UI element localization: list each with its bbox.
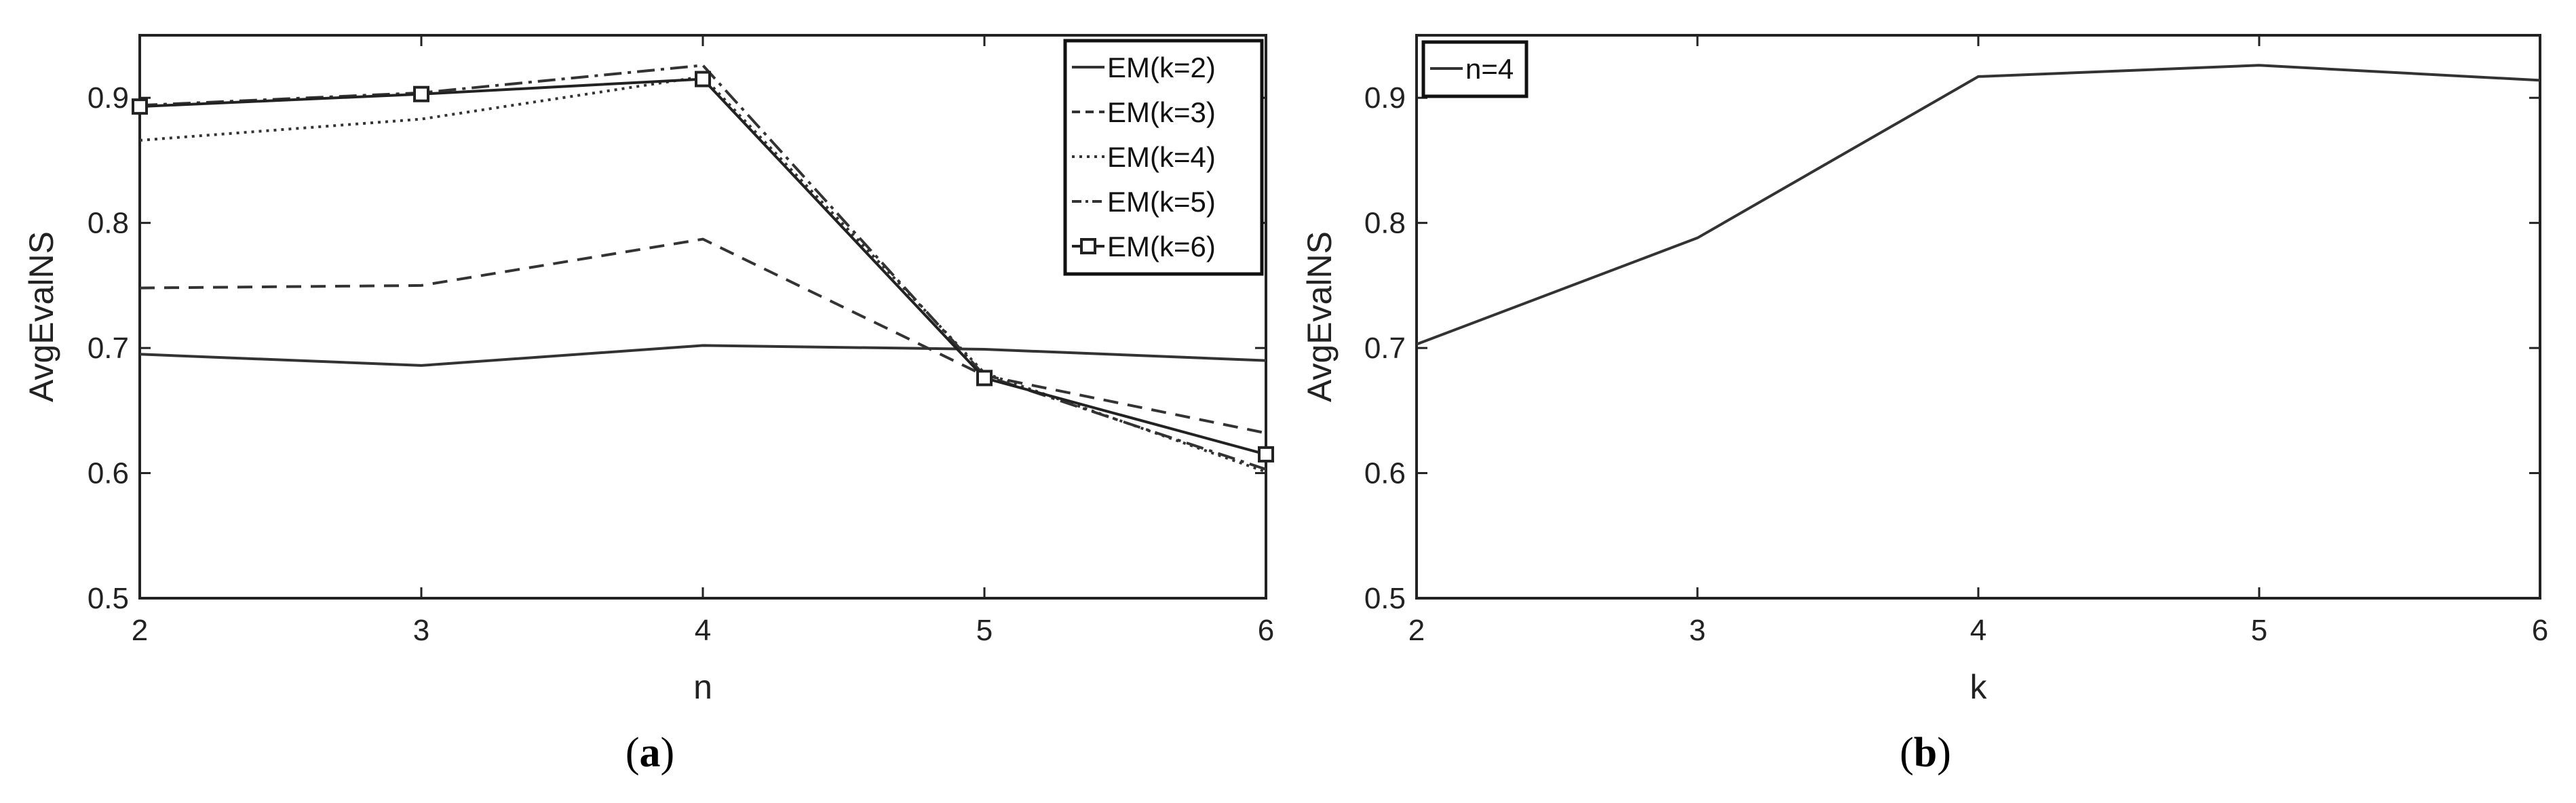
legend-label: EM(k=3) xyxy=(1107,96,1216,128)
caption-close-paren: ) xyxy=(1937,730,1951,776)
y-tick-label: 0.8 xyxy=(88,207,129,240)
caption-open-paren: ( xyxy=(626,730,640,776)
y-tick-label: 0.6 xyxy=(88,457,129,490)
y-tick-label: 0.7 xyxy=(1364,332,1406,365)
y-tick-label: 0.6 xyxy=(1364,457,1406,490)
panel-caption: (a) xyxy=(626,730,674,776)
series-marker xyxy=(976,370,993,387)
series-line-3 xyxy=(139,75,1267,473)
caption-letter: a xyxy=(640,730,661,776)
series-marker xyxy=(1258,446,1274,463)
x-axis-label: k xyxy=(1970,668,1988,706)
caption-close-paren: ) xyxy=(661,730,675,776)
y-tick-label: 0.5 xyxy=(1364,582,1406,615)
series-marker xyxy=(132,98,148,115)
legend-label: n=4 xyxy=(1465,53,1514,85)
panel-caption: (b) xyxy=(1900,730,1951,776)
series-line-2 xyxy=(139,237,1267,435)
y-tick-label: 0.9 xyxy=(88,81,129,115)
x-tick-label: 3 xyxy=(413,614,429,647)
x-tick-label: 5 xyxy=(976,614,993,647)
legend-label: EM(k=5) xyxy=(1107,186,1216,218)
legend-label: EM(k=2) xyxy=(1107,52,1216,83)
plot-area xyxy=(1415,34,2541,600)
x-tick-label: 5 xyxy=(2251,614,2267,647)
x-tick-label: 2 xyxy=(132,614,148,647)
series-line-1 xyxy=(139,344,1267,367)
y-tick-label: 0.7 xyxy=(88,332,129,365)
x-tick-label: 4 xyxy=(1970,614,1986,647)
series-line-1 xyxy=(1416,64,2541,346)
legend-box xyxy=(1063,39,1264,276)
y-tick-label: 0.8 xyxy=(1364,207,1406,240)
x-tick-label: 4 xyxy=(695,614,711,647)
y-axis-label: AvgEvalNS xyxy=(1301,231,1339,402)
series-marker xyxy=(413,85,429,102)
caption-open-paren: ( xyxy=(1900,730,1914,776)
legend-label: EM(k=4) xyxy=(1107,141,1216,173)
x-tick-label: 6 xyxy=(1258,614,1274,647)
x-axis-label: n xyxy=(693,668,712,706)
x-tick-label: 3 xyxy=(1689,614,1706,647)
y-axis-label: AvgEvalNS xyxy=(22,231,60,402)
legend-marker xyxy=(1080,238,1096,254)
caption-letter: b xyxy=(1914,730,1937,776)
legend-label: EM(k=6) xyxy=(1107,231,1216,262)
x-tick-label: 2 xyxy=(1408,614,1425,647)
chart-panel-a: 2 3 4 5 6 0.5 0.6 0.7 0.8 0.9 n AvgEvalNS EM(k=2) EM(… xyxy=(22,34,1274,776)
y-tick-label: 0.9 xyxy=(1364,81,1406,115)
chart-panel-b: 2 3 4 5 6 0.5 0.6 0.7 0.8 0.9 k AvgEvalNS n=4 (b) xyxy=(1301,34,2548,776)
series-marker xyxy=(695,71,711,87)
x-tick-label: 6 xyxy=(2532,614,2548,647)
y-tick-label: 0.5 xyxy=(88,582,129,615)
